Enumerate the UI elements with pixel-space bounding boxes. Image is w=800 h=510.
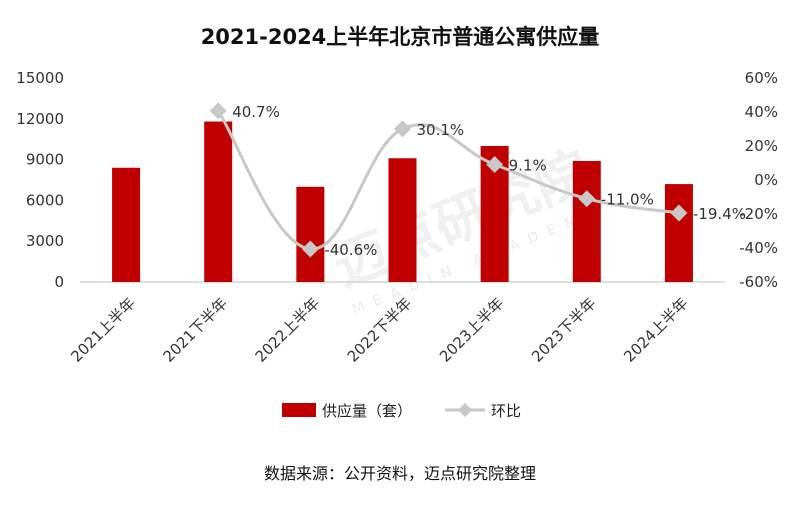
left-tick-label: 3000 [26, 232, 64, 250]
x-tick-label: 2023上半年 [436, 294, 508, 366]
bar [664, 184, 693, 282]
bar [572, 160, 601, 282]
left-tick-label: 0 [54, 273, 64, 291]
mom-point [578, 190, 596, 208]
x-tick-label: 2021上半年 [67, 294, 139, 366]
source-note: 数据来源：公开资料，迈点研究院整理 [264, 464, 536, 483]
right-tick-label: -40% [739, 239, 778, 257]
chart-title: 2021-2024上半年北京市普通公寓供应量 [201, 25, 600, 49]
mom-point [486, 156, 504, 174]
left-axis: 15000 12000 9000 6000 3000 0 [16, 69, 64, 291]
right-tick-label: 20% [745, 137, 778, 155]
legend-label-supply: 供应量（套） [322, 402, 412, 420]
bar [296, 186, 325, 282]
x-tick-label: 2022上半年 [252, 294, 324, 366]
mom-data-label: -19.4% [693, 205, 746, 223]
right-tick-label: 40% [745, 103, 778, 121]
mom-point [394, 120, 411, 138]
x-tick-label: 2021下半年 [159, 294, 231, 366]
line-series: 40.7% -40.6% 30.1% 9.1% -11.0% -19.4% [209, 102, 746, 259]
right-axis: 60% 40% 20% 0% -20% -40% -60% [739, 69, 778, 291]
legend: 供应量（套） 环比 [282, 402, 521, 420]
bar [388, 158, 417, 282]
bar [112, 167, 141, 282]
left-tick-label: 15000 [16, 69, 64, 87]
x-tick-label: 2023下半年 [528, 294, 600, 366]
watermark: 迈点研究院 MEADIN ACADEMY [325, 139, 606, 318]
mom-data-label: 9.1% [509, 157, 547, 175]
legend-swatch-supply [282, 403, 316, 417]
right-tick-label: 0% [754, 171, 778, 189]
bar [204, 121, 233, 283]
mom-data-label: -11.0% [601, 191, 654, 209]
right-tick-label: 60% [745, 69, 778, 87]
mom-data-label: 30.1% [417, 121, 465, 139]
mom-point [301, 240, 319, 258]
legend-marker-mom [457, 402, 473, 418]
left-tick-label: 9000 [26, 151, 64, 169]
mom-point [209, 102, 227, 120]
left-tick-label: 12000 [16, 110, 64, 128]
mom-data-label: 40.7% [232, 103, 280, 121]
left-tick-label: 6000 [26, 191, 64, 209]
x-tick-label: 2024上半年 [620, 294, 692, 366]
legend-label-mom: 环比 [491, 402, 521, 420]
right-tick-label: -60% [739, 273, 778, 291]
right-tick-label: -20% [739, 205, 778, 223]
mom-point [670, 204, 688, 222]
mom-data-label: -40.6% [324, 241, 377, 259]
